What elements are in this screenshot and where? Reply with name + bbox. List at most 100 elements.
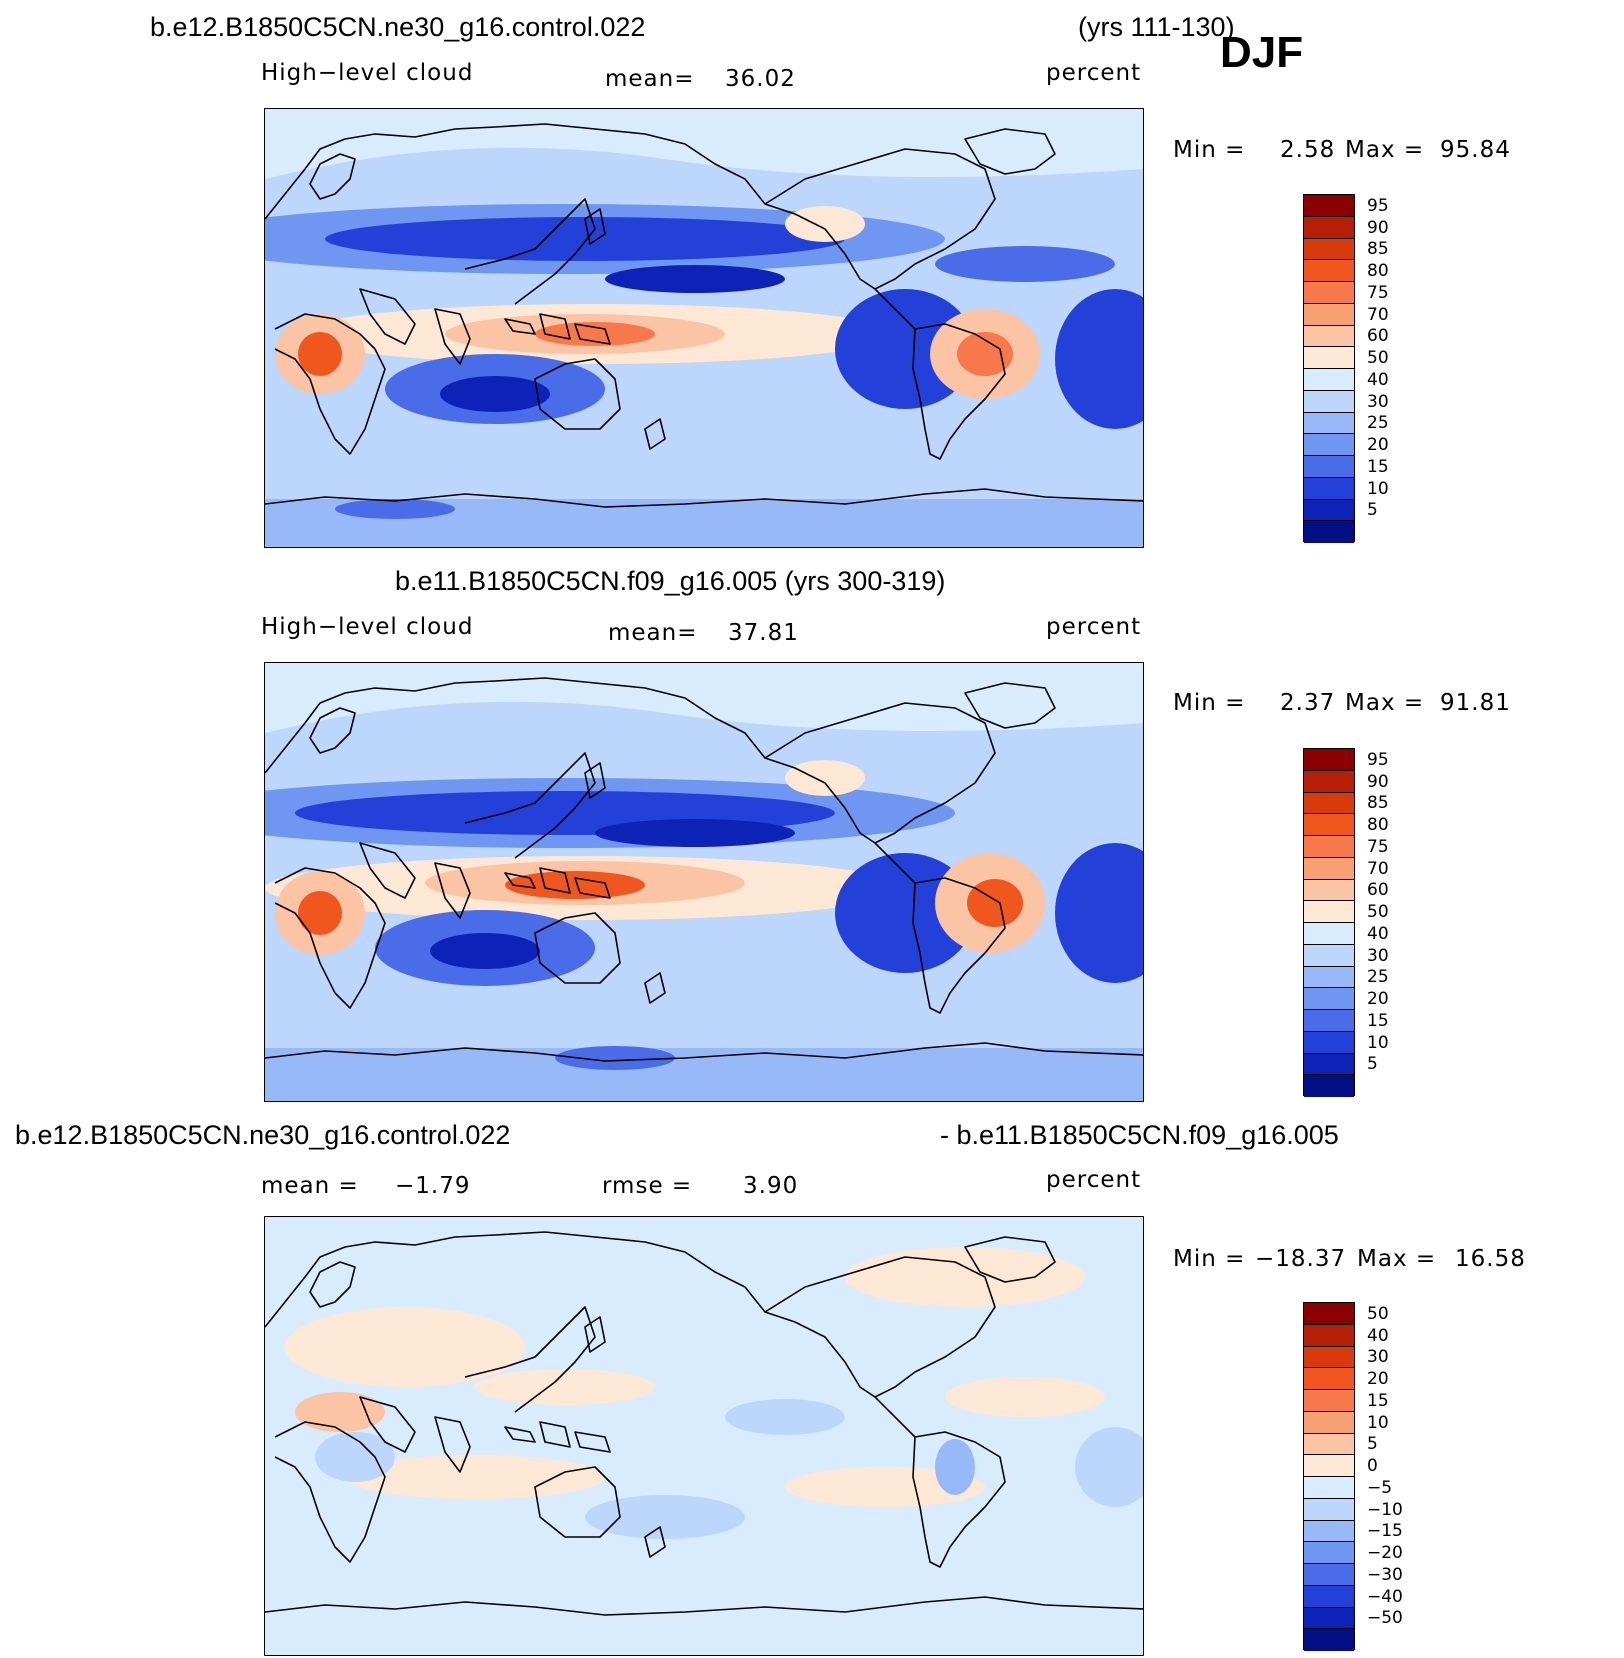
colorbar-box [1304,749,1354,771]
colorbar-box [1304,282,1354,304]
colorbar-box [1304,814,1354,836]
colorbar-tick-label: 5 [1367,1054,1378,1075]
panel1-mean-value: 36.02 [725,66,796,92]
colorbar-box [1304,1585,1354,1608]
colorbar-tick-label: 5 [1367,1434,1378,1455]
colorbar-tick-label: 10 [1367,1032,1389,1053]
panel1-variable: High−level cloud [261,60,474,86]
colorbar-box [1304,1390,1354,1412]
colorbar-box [1304,1455,1354,1477]
colorbar-tick-label: 75 [1367,836,1389,857]
colorbar-box [1304,1324,1354,1347]
colorbar-tick-label: 30 [1367,391,1389,412]
panel3-mean-value: −1.79 [395,1173,471,1199]
colorbar-box [1304,1075,1354,1097]
panel2-max-label: Max = [1345,690,1425,716]
colorbar-box [1304,966,1354,989]
panel2-mean-label: mean= [608,620,698,646]
colorbar-box [1304,988,1354,1010]
colorbar-box [1304,1477,1354,1499]
colorbar-tick-label: 85 [1367,239,1389,260]
colorbar-box [1304,770,1354,793]
colorbar-tick-label: 85 [1367,793,1389,814]
colorbar-tick-label: 30 [1367,1347,1389,1368]
colorbar-box [1304,390,1354,413]
colorbar-box [1304,1031,1354,1054]
colorbar-tick-label: 80 [1367,815,1389,835]
colorbar-box [1304,836,1354,858]
colorbar-tick-label: 60 [1367,326,1389,347]
colorbar-tick-label: 15 [1367,1390,1389,1411]
colorbar-tick-label: 20 [1367,1369,1389,1389]
colorbar-tick-label: 50 [1367,348,1389,368]
colorbar-tick-label: 20 [1367,989,1389,1009]
panel3-minus-title: - b.e11.B1850C5CN.f09_g16.005 [940,1120,1339,1150]
panel3-mean-label: mean = [261,1173,359,1199]
colorbar-box [1304,499,1354,522]
colorbar-tick-label: 50 [1367,902,1389,922]
colorbar-tick-label: 40 [1367,923,1389,944]
colorbar-tick-label: 0 [1367,1456,1378,1476]
colorbar-box [1304,1411,1354,1434]
colorbar-box [1304,216,1354,239]
colorbar-tick-label: −30 [1367,1564,1403,1585]
panel3-case-title: b.e12.B1850C5CN.ne30_g16.control.022 [15,1120,511,1150]
colorbar-box [1304,1542,1354,1564]
panel3-max-value: 16.58 [1455,1246,1526,1272]
panel3-map [264,1216,1144,1656]
panel1-map-svg [265,109,1143,547]
colorbar-box [1304,1346,1354,1369]
colorbar-tick-label: −50 [1367,1608,1403,1629]
panel2-mean-value: 37.81 [728,620,799,646]
colorbar-tick-label: 40 [1367,1325,1389,1346]
colorbar-tick-label: 95 [1367,749,1389,770]
panel1-case-title: b.e12.B1850C5CN.ne30_g16.control.022 [150,12,646,42]
colorbar-box [1304,260,1354,282]
colorbar-box [1304,456,1354,478]
colorbar-box [1304,195,1354,217]
panel3-min-label: Min = [1173,1246,1246,1272]
colorbar-tick-label: 25 [1367,967,1389,988]
panel2-colorbar [1303,748,1355,1097]
colorbar-box [1304,901,1354,923]
colorbar-box [1304,369,1354,391]
panel2-units: percent [1046,614,1142,640]
panel3-map-svg [265,1217,1143,1655]
panel2-case-title: b.e11.B1850C5CN.f09_g16.005 (yrs 300-319… [395,566,946,596]
colorbar-box [1304,1303,1354,1325]
colorbar-box [1304,1368,1354,1390]
panel1-mean-label: mean= [605,66,695,92]
colorbar-box [1304,347,1354,369]
colorbar-tick-label: 70 [1367,858,1389,879]
panel2-map-svg [265,663,1143,1101]
colorbar-tick-label: 25 [1367,413,1389,434]
panel2-map [264,662,1144,1102]
colorbar-box [1304,792,1354,815]
panel1-min-label: Min = [1173,137,1246,163]
panel2-min-label: Min = [1173,690,1246,716]
colorbar-tick-label: −10 [1367,1499,1403,1520]
panel1-units: percent [1046,60,1142,86]
panel3-max-label: Max = [1357,1246,1437,1272]
colorbar-box [1304,857,1354,880]
panel1-max-value: 95.84 [1440,137,1511,163]
season-label: DJF [1220,28,1304,77]
colorbar-tick-label: 60 [1367,880,1389,901]
colorbar-box [1304,879,1354,902]
colorbar-tick-label: 20 [1367,435,1389,455]
colorbar-box [1304,1564,1354,1586]
colorbar-tick-label: 75 [1367,282,1389,303]
colorbar-tick-label: 5 [1367,500,1378,521]
panel2-variable: High−level cloud [261,614,474,640]
panel2-min-value: 2.37 [1280,690,1336,716]
colorbar-box [1304,238,1354,261]
colorbar-box [1304,944,1354,967]
panel1-min-value: 2.58 [1280,137,1336,163]
colorbar-box [1304,1498,1354,1521]
colorbar-tick-label: 10 [1367,478,1389,499]
panel1-colorbar [1303,194,1355,543]
colorbar-box [1304,477,1354,500]
panel1-years: (yrs 111-130) [1078,12,1235,42]
colorbar-box [1304,521,1354,543]
colorbar-tick-label: −40 [1367,1586,1403,1607]
